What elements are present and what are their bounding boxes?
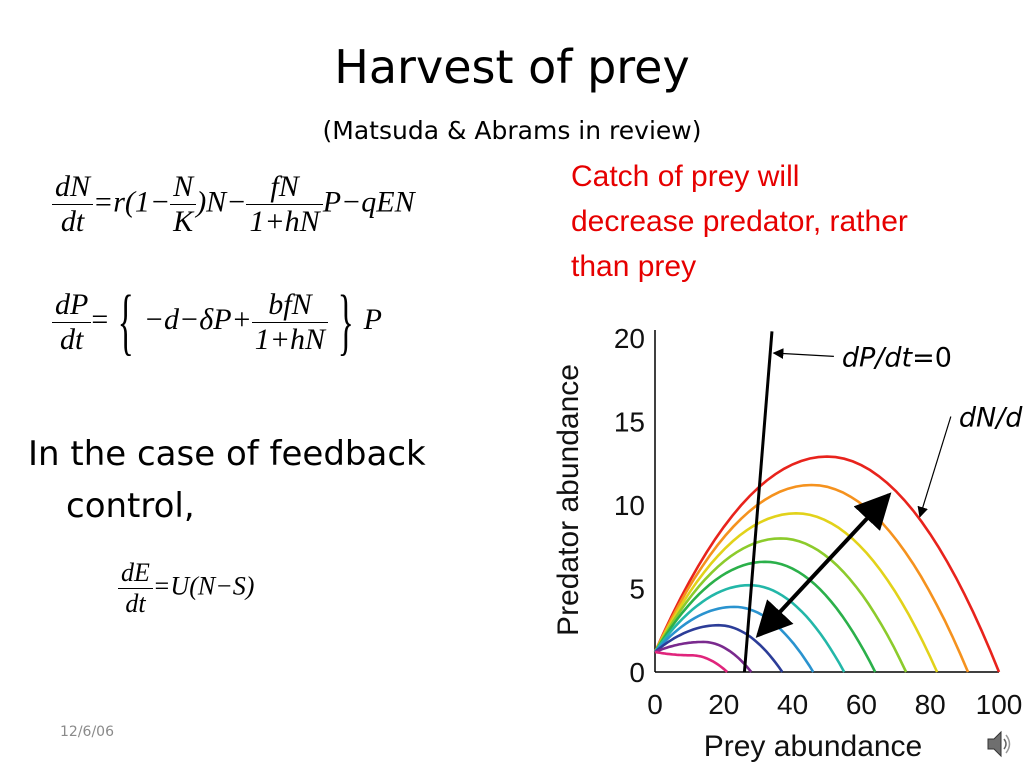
body-line: In the case of feedback	[28, 434, 426, 474]
prey-isocline-7	[654, 623, 784, 673]
x-tick-label: 100	[976, 689, 1023, 720]
prey-isocline-9	[654, 650, 729, 673]
y-tick-label: 5	[629, 574, 645, 605]
predator-equation: dP dt = {−d−δP+ bfN 1+hN } P	[52, 282, 382, 362]
fraction-numerator: dE	[118, 558, 153, 589]
note-line: Catch of prey will	[571, 160, 800, 193]
x-tick-label: 60	[846, 689, 877, 720]
double-arrow	[755, 492, 892, 638]
annotation-arrow	[917, 416, 952, 518]
annotation-label: dN/dt=0	[959, 402, 1024, 433]
prey-isocline-1	[653, 483, 970, 673]
fraction-denominator: K	[173, 205, 194, 238]
functional-response-fraction: fN 1+hN	[246, 170, 323, 239]
fraction-denominator: 1+hN	[249, 205, 320, 238]
equation-term: −d−δP+	[143, 302, 252, 336]
feedback-equation-lhs: dE dt	[118, 558, 153, 619]
prey-isocline-8	[654, 640, 753, 673]
y-tick-label: 0	[629, 657, 645, 688]
red-note: Catch of prey will decrease predator, ra…	[571, 154, 1016, 289]
y-axis-label: Predator abundance	[552, 364, 585, 636]
predator-equation-lhs: dP dt	[52, 288, 92, 357]
x-tick-label: 20	[708, 689, 739, 720]
fraction-numerator: dN	[52, 170, 94, 205]
fraction-numerator: dP	[52, 288, 92, 323]
equation-term: )N−	[196, 185, 247, 219]
slide-title: Harvest of prey	[334, 40, 690, 94]
equation-term: =	[91, 302, 109, 336]
x-axis-label: Prey abundance	[704, 730, 923, 763]
slide-date: 12/6/06	[60, 724, 114, 740]
note-line: than prey	[571, 250, 697, 283]
equation-term: =U(N−S)	[152, 571, 255, 601]
equation-term: =r(1−	[93, 185, 171, 219]
feedback-equation: dE dt =U(N−S)	[118, 558, 254, 619]
fraction-denominator: 1+hN	[254, 322, 326, 356]
y-tick-label: 10	[614, 490, 645, 521]
fraction-numerator: fN	[246, 170, 323, 205]
left-brace: {	[118, 281, 135, 363]
equation-term: P−qEN	[322, 185, 415, 219]
isocline-chart: 0 20 40 60 80 100 0 5 10 15 20 dP/dt=0dN/dt=0 Prey…	[552, 323, 1024, 763]
note-line: decrease predator, rather	[571, 205, 908, 238]
body-line: control,	[66, 486, 195, 526]
fraction-numerator: bfN	[251, 288, 329, 323]
fraction-denominator: dt	[59, 322, 84, 356]
annotation-label: dP/dt=0	[842, 342, 952, 373]
prey-equation-lhs: dN dt	[52, 170, 94, 239]
prey-isocline-3	[653, 537, 908, 673]
fraction-numerator: N	[170, 170, 197, 205]
predator-isocline	[742, 331, 774, 673]
x-tick-label: 0	[647, 689, 663, 720]
y-tick-label: 15	[614, 407, 645, 438]
equation-term: P	[363, 302, 382, 336]
fraction-denominator: dt	[125, 589, 146, 618]
slide-subtitle: (Matsuda & Abrams in review)	[322, 116, 702, 145]
carrying-capacity-fraction: N K	[170, 170, 197, 239]
speaker-icon[interactable]	[986, 728, 1012, 760]
conversion-fraction: bfN 1+hN	[251, 288, 329, 357]
y-tick-label: 20	[614, 323, 645, 354]
prey-isocline-0	[653, 455, 1001, 673]
annotation-arrow	[772, 348, 834, 359]
x-tick-label: 40	[777, 689, 808, 720]
x-tick-label: 80	[915, 689, 946, 720]
prey-equation: dN dt =r(1− N K )N− fN 1+hN P−qEN	[52, 170, 415, 239]
fraction-denominator: dt	[60, 205, 85, 238]
body-text: In the case of feedback control,	[28, 428, 498, 532]
right-brace: }	[337, 281, 354, 363]
